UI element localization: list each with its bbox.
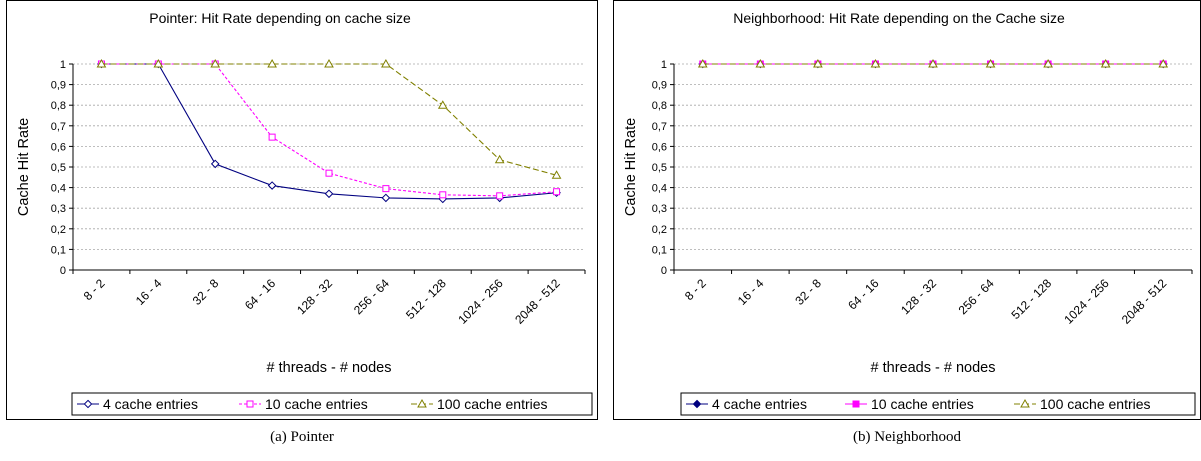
series-3 (96, 58, 562, 179)
legend-marker (692, 399, 702, 409)
data-point (1100, 58, 1111, 68)
legend-marker (1020, 398, 1030, 408)
y-tick-label: 0,4 (51, 183, 66, 195)
data-point (494, 154, 505, 164)
legend-box (680, 392, 1196, 416)
chart-border (613, 0, 1201, 420)
data-point (382, 185, 390, 193)
legend-label: 10 cache entries (265, 396, 368, 412)
y-tick-label: 0,8 (652, 100, 667, 112)
data-point (325, 169, 333, 177)
data-point (153, 58, 164, 68)
data-point (381, 58, 391, 68)
data-point (439, 191, 447, 199)
chart-pointer: Pointer: Hit Rate depending on cache siz… (6, 0, 598, 420)
data-point (267, 58, 277, 68)
y-tick-label: 0,9 (652, 80, 667, 92)
legend-label: 4 cache entries (103, 396, 198, 412)
y-tick-label: 0,7 (652, 121, 667, 133)
data-point (985, 58, 996, 68)
chart-neighborhood: Neighborhood: Hit Rate depending on the … (613, 0, 1201, 420)
data-point (324, 189, 334, 199)
legend-label: 4 cache entries (712, 396, 807, 412)
y-tick-label: 0,6 (51, 141, 66, 153)
caption-pointer: (a) Pointer (270, 429, 334, 445)
chart-panel-pointer: Pointer: Hit Rate depending on cache siz… (6, 0, 598, 420)
series-3 (697, 58, 1169, 68)
legend-label: 100 cache entries (437, 396, 548, 412)
data-point (496, 192, 504, 200)
legend-marker (852, 400, 860, 408)
chart-border (6, 0, 598, 420)
data-point (437, 100, 448, 109)
y-tick-label: 0,1 (51, 244, 66, 256)
data-point (210, 58, 221, 68)
y-tick-label: 0 (661, 265, 667, 277)
y-tick-label: 1 (661, 59, 667, 71)
y-tick-label: 0,2 (51, 224, 66, 236)
data-point (210, 159, 220, 169)
y-tick-label: 0,8 (51, 100, 66, 112)
y-tick-label: 0,6 (652, 141, 667, 153)
data-point (381, 193, 391, 203)
y-tick-label: 0,9 (51, 80, 66, 92)
data-point (1158, 58, 1169, 68)
chart-panel-neighborhood: Neighborhood: Hit Rate depending on the … (613, 0, 1201, 420)
chart-title: Pointer: Hit Rate depending on cache siz… (149, 10, 411, 26)
y-tick-label: 0,2 (652, 224, 667, 236)
y-axis-label: Cache Hit Rate (623, 118, 639, 216)
y-tick-label: 0,3 (652, 203, 667, 215)
data-point (928, 58, 938, 68)
y-axis-label: Cache Hit Rate (16, 118, 32, 216)
y-tick-label: 0,7 (51, 121, 66, 133)
data-point (870, 58, 881, 68)
x-axis-label: # threads - # nodes (267, 360, 392, 376)
data-point (96, 58, 107, 68)
data-point (697, 58, 708, 68)
y-tick-label: 1 (60, 59, 66, 71)
y-tick-label: 0,5 (652, 162, 667, 174)
legend-marker (417, 398, 427, 408)
y-tick-label: 0,4 (652, 183, 667, 195)
y-tick-label: 0,3 (51, 203, 66, 215)
data-point (553, 188, 561, 196)
data-point (267, 181, 277, 190)
data-point (324, 58, 334, 68)
data-point (813, 58, 823, 68)
y-tick-label: 0 (60, 265, 66, 277)
data-point (551, 170, 562, 179)
legend-label: 100 cache entries (1040, 396, 1151, 412)
data-point (268, 133, 276, 141)
legend-marker (83, 399, 93, 409)
x-axis-label: # threads - # nodes (871, 360, 996, 376)
chart-title: Neighborhood: Hit Rate depending on the … (733, 10, 1065, 26)
data-point (1043, 58, 1053, 68)
legend-marker (246, 400, 254, 408)
data-point (755, 58, 766, 68)
legend-box (71, 392, 593, 416)
legend: 4 cache entries 10 cache entries 100 cache… (71, 392, 593, 416)
legend: 4 cache entries 10 cache entries 100 cache… (680, 392, 1196, 416)
caption-neighborhood: (b) Neighborhood (853, 429, 961, 445)
legend-label: 10 cache entries (871, 396, 974, 412)
y-tick-label: 0,1 (652, 244, 667, 256)
y-tick-label: 0,5 (51, 162, 66, 174)
